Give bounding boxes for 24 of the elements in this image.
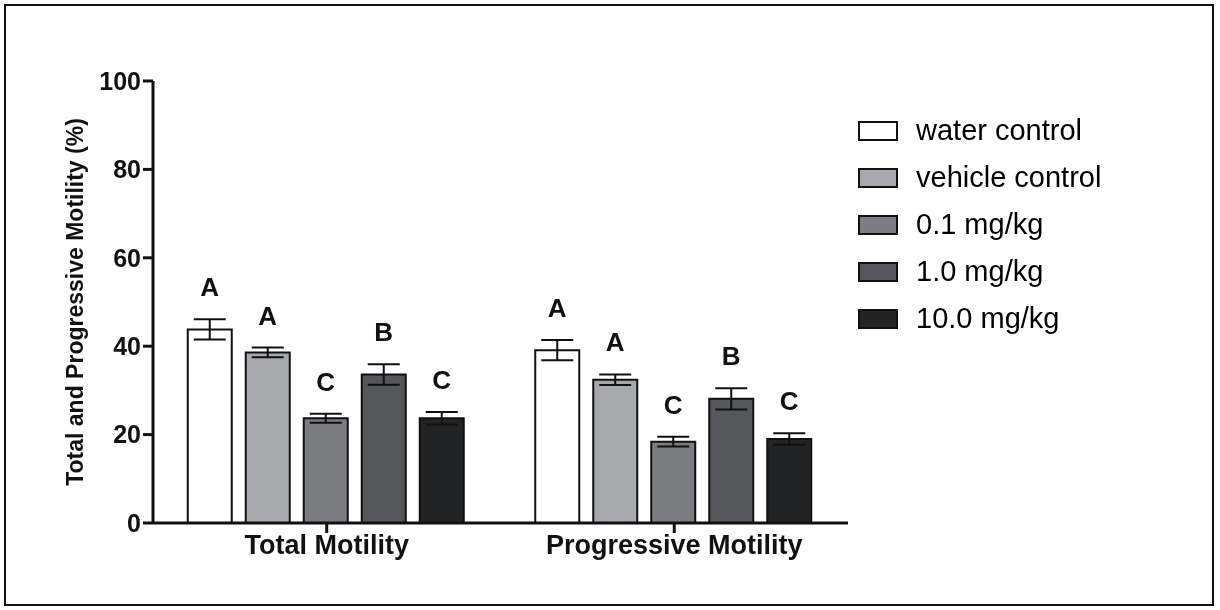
y-tick-label: 20 — [113, 420, 141, 449]
annotation: B — [374, 317, 394, 348]
y-tick-label: 100 — [99, 66, 141, 95]
y-tick-label: 80 — [113, 155, 141, 184]
y-tick-label: 0 — [127, 508, 141, 537]
x-tick-label: Progressive Motility — [545, 530, 803, 561]
annotation: C — [432, 365, 452, 396]
y-tick-label: 40 — [113, 332, 141, 361]
legend-label: 1.0 mg/kg — [916, 255, 1044, 288]
legend-label: 10.0 mg/kg — [916, 302, 1060, 335]
y-tick-label: 60 — [113, 243, 141, 272]
y-axis-title: Total and Progressive Motility (%) — [62, 118, 89, 486]
annotation: A — [605, 327, 625, 358]
legend-label: 0.1 mg/kg — [916, 208, 1044, 241]
legend-label: vehicle control — [916, 161, 1102, 194]
annotation: C — [779, 386, 799, 417]
annotation: C — [663, 389, 683, 420]
annotation: A — [547, 293, 567, 324]
annotation: A — [258, 300, 278, 331]
legend-label: water control — [916, 114, 1083, 147]
annotation: B — [721, 341, 741, 372]
annotation: A — [200, 272, 220, 303]
x-tick-label: Total Motility — [244, 530, 409, 561]
annotation: C — [316, 366, 336, 397]
